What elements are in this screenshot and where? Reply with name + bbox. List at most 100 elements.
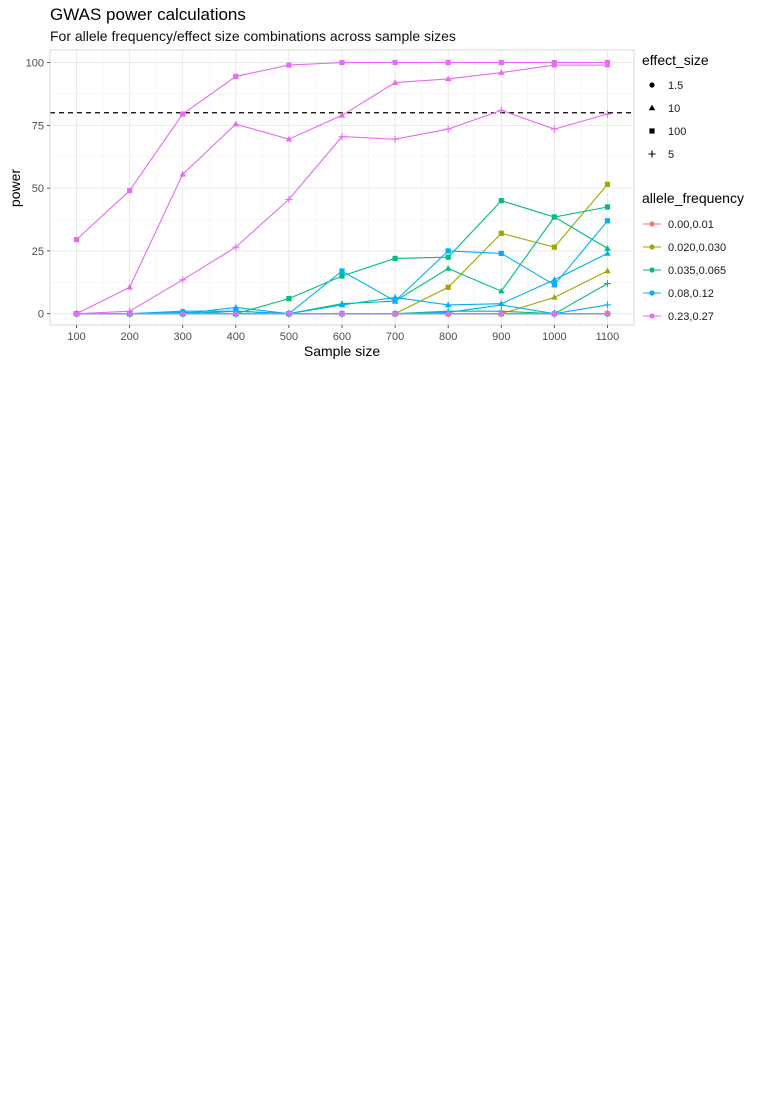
- legend-effect-label: 10: [668, 103, 680, 115]
- data-point: [550, 125, 558, 133]
- data-point: [180, 311, 186, 317]
- data-point: [232, 120, 240, 127]
- legend-allele-label: 0.00,0.01: [668, 219, 714, 231]
- data-point: [604, 311, 611, 317]
- chart-title: GWAS power calculations: [50, 5, 246, 24]
- legend-effect-key: [649, 82, 655, 88]
- x-tick-label: 900: [492, 331, 510, 343]
- legend-allele-key-point: [649, 313, 655, 319]
- x-tick-label: 700: [386, 331, 404, 343]
- data-point: [603, 280, 611, 288]
- plot-area: [49, 49, 635, 326]
- data-point: [551, 311, 557, 317]
- data-point: [392, 311, 398, 317]
- legend-allele-frequency-title: allele_frequency: [642, 190, 744, 206]
- series-layer: [73, 59, 611, 318]
- x-tick-label: 200: [120, 331, 138, 343]
- data-point: [286, 62, 292, 68]
- y-axis-ticks: 0 25 50 75 100: [26, 58, 50, 321]
- legend-allele-key-point: [649, 290, 655, 296]
- x-tick-label: 600: [333, 331, 351, 343]
- legend-allele-key-point: [649, 221, 655, 227]
- x-tick-label: 500: [280, 331, 298, 343]
- data-point: [445, 284, 451, 290]
- data-point: [498, 198, 504, 204]
- data-point: [180, 111, 186, 117]
- data-point: [551, 244, 557, 250]
- data-point: [392, 298, 398, 304]
- legend-effect-label: 1.5: [668, 80, 683, 92]
- data-point: [445, 248, 451, 254]
- data-point: [498, 69, 505, 75]
- data-point: [603, 110, 611, 118]
- x-tick-label: 300: [174, 331, 192, 343]
- x-tick-label: 100: [67, 331, 85, 343]
- data-point: [126, 307, 134, 315]
- legend-effect-label: 5: [668, 149, 674, 161]
- x-tick-label: 400: [227, 331, 245, 343]
- data-point: [444, 75, 452, 82]
- data-point: [444, 265, 452, 271]
- data-point: [391, 135, 399, 143]
- data-point: [179, 170, 186, 177]
- legend-allele-frequency: allele_frequency 0.00,0.01 0.020,0.030 0.0…: [642, 190, 744, 323]
- data-point: [392, 59, 398, 66]
- data-point: [73, 310, 81, 318]
- y-tick-label: 50: [32, 183, 44, 195]
- legend-effect-label: 100: [668, 126, 686, 138]
- data-point: [604, 59, 611, 66]
- data-point: [338, 301, 346, 308]
- data-point: [391, 79, 399, 85]
- legend-effect-key: [648, 150, 656, 158]
- legend-effect-key: [648, 104, 656, 111]
- legend-allele-key-point: [649, 244, 655, 250]
- y-axis-label: power: [7, 169, 23, 207]
- data-point: [232, 243, 240, 251]
- data-point: [232, 304, 240, 310]
- data-point: [604, 218, 611, 224]
- data-point: [551, 276, 558, 283]
- data-point: [498, 311, 504, 317]
- data-point: [497, 106, 505, 114]
- data-point: [339, 59, 345, 66]
- data-point: [445, 311, 451, 317]
- data-point: [498, 230, 504, 236]
- data-point: [445, 59, 451, 66]
- x-tick-label: 1000: [542, 331, 566, 343]
- data-point: [392, 255, 398, 262]
- legend-allele-label: 0.08,0.12: [668, 288, 714, 300]
- legend-allele-key-point: [649, 267, 655, 273]
- y-tick-label: 100: [26, 58, 44, 70]
- data-point: [126, 283, 133, 290]
- data-point: [603, 301, 611, 309]
- x-axis-label: Sample size: [304, 343, 380, 359]
- legend-allele-label: 0.035,0.065: [668, 265, 726, 277]
- x-axis-ticks: 100 200 300 400 500 600 700 800 900 1000 1100: [67, 325, 619, 343]
- data-point: [339, 311, 345, 317]
- data-point: [445, 254, 451, 260]
- legend-allele-label: 0.23,0.27: [668, 311, 714, 323]
- y-tick-label: 75: [32, 120, 44, 132]
- legend-effect-size-title: effect_size: [642, 52, 709, 68]
- data-point: [604, 267, 611, 274]
- data-point: [497, 301, 505, 309]
- data-point: [551, 282, 557, 288]
- x-tick-label: 1100: [596, 331, 620, 343]
- y-tick-label: 0: [38, 309, 44, 321]
- legend-allele-label: 0.020,0.030: [668, 242, 726, 254]
- data-point: [551, 59, 557, 66]
- data-point: [444, 301, 452, 308]
- data-point: [551, 214, 557, 220]
- series-0-23-0-27-es-100: [73, 59, 611, 243]
- data-point: [127, 188, 133, 194]
- data-point: [339, 268, 345, 274]
- legend-effect-size: effect_size 1.5 10 100 5: [642, 52, 709, 161]
- data-point: [339, 273, 345, 279]
- chart-subtitle: For allele frequency/effect size combina…: [50, 28, 456, 44]
- series-0-23-0-27-es-10: [73, 61, 611, 316]
- data-point: [604, 245, 611, 251]
- data-point: [285, 195, 293, 203]
- y-tick-label: 25: [32, 246, 44, 258]
- data-point: [498, 287, 505, 294]
